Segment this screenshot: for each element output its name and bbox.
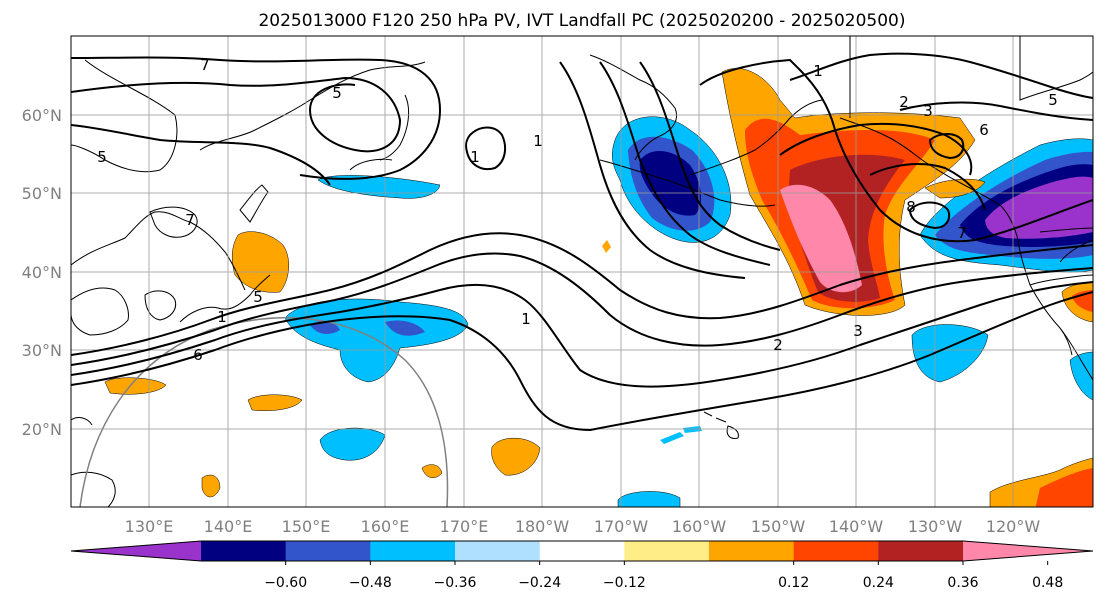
colorbar-swatch: [370, 541, 456, 561]
contour-label: 7: [200, 56, 210, 74]
colorbar-swatch: [455, 541, 541, 561]
lat-tick-label: 60°N: [22, 106, 62, 125]
lon-tick-label: 120°W: [986, 517, 1041, 536]
lon-tick-label: 180°W: [515, 517, 570, 536]
lat-tick-label: 40°N: [22, 263, 62, 282]
colorbar-tick-label: 0.48: [1032, 575, 1063, 591]
colorbar-tick-label: −0.12: [603, 575, 646, 591]
lon-tick-label: 150°W: [751, 517, 806, 536]
colorbar-swatch: [201, 541, 287, 561]
colorbar-tick-label: −0.36: [434, 575, 477, 591]
lon-tick-label: 130°W: [908, 517, 963, 536]
contour-label: 6: [979, 121, 989, 139]
positive-anomaly-orange-15n: [491, 437, 541, 476]
positive-anomaly-red-se: [1035, 468, 1093, 507]
colorbar-tick-label: −0.24: [518, 575, 561, 591]
colorbar-extend-low: [71, 541, 201, 561]
lon-tick-label: 160°W: [672, 517, 727, 536]
positive-anomaly-pink: [780, 184, 862, 293]
contour-label: 5: [97, 148, 107, 166]
lon-tick-label: 140°W: [829, 517, 884, 536]
lat-tick-label: 30°N: [22, 341, 62, 360]
lon-tick-label: 140°E: [204, 517, 253, 536]
contour-label: 5: [253, 288, 263, 306]
colorbar-swatch: [624, 541, 710, 561]
contour-label: 7: [957, 224, 967, 242]
colorbar-swatch: [539, 541, 625, 561]
contour-label: 1: [217, 308, 227, 326]
lat-tick-label: 20°N: [22, 420, 62, 439]
colorbar-swatch: [709, 541, 795, 561]
contour-label: 7: [185, 211, 195, 229]
negative-anomaly-cyan-20n: [319, 427, 386, 461]
colorbar-outline: [70, 540, 1094, 562]
colorbar-tick-label: 0.24: [863, 575, 894, 591]
negative-anomaly-cyan-10n: [617, 491, 681, 507]
colorbar-extend-high: [963, 541, 1093, 561]
lon-tick-label: 170°E: [440, 517, 489, 536]
colorbar-swatch: [285, 541, 371, 561]
contour-label: 1: [521, 310, 531, 328]
negative-anomaly-cyan-30n-east: [1069, 351, 1093, 401]
colorbar-swatch: [878, 541, 964, 561]
positive-anomaly-orange-10n: [201, 464, 443, 498]
negative-anomaly-blue-30n: [310, 320, 425, 336]
contour-label: 6: [193, 346, 203, 364]
contour-label: 3: [923, 102, 933, 120]
colorbar-tick-label: −0.48: [349, 575, 392, 591]
colorbar-tick-label: −0.60: [264, 575, 307, 591]
positive-anomaly-orange-40n-140e: [231, 231, 289, 293]
contour-label: 2: [773, 336, 783, 354]
lon-tick-label: 130°E: [125, 517, 174, 536]
contour-label: 3: [853, 322, 863, 340]
contour-label: 5: [1048, 91, 1058, 109]
map-title: 2025013000 F120 250 hPa PV, IVT Landfall…: [258, 11, 905, 31]
contour-label: 2: [899, 93, 909, 111]
colorbar-tick-label: 0.36: [947, 575, 978, 591]
colorbar-swatch: [793, 541, 879, 561]
lat-tick-label: 50°N: [22, 184, 62, 203]
lon-tick-label: 160°E: [361, 517, 410, 536]
positive-anomaly-orange-20n: [247, 394, 303, 411]
negative-anomaly-cyan-hawaii: [660, 426, 702, 444]
negative-anomaly-navy-160w: [639, 150, 702, 216]
contour-label: 1: [533, 132, 543, 150]
latitude-labels: 60°N 50°N 40°N 30°N 20°N: [22, 106, 62, 439]
contour-label: 5: [332, 84, 342, 102]
colorbar: −0.60 −0.48 −0.36 −0.24 −0.12 0.12 0.24 0.36 0.4…: [70, 540, 1094, 591]
longitude-labels: 130°E 140°E 150°E 160°E 170°E 180°W 170°…: [125, 517, 1041, 536]
contour-labels: 7 5 5 7 5 1 6 1 1 2 3 6 8 7 5 1 2 3 1: [97, 56, 1058, 364]
contour-label: 1: [470, 148, 480, 166]
map-frame: [70, 35, 1094, 508]
contour-label: 1: [813, 62, 823, 80]
lon-tick-label: 150°E: [282, 517, 331, 536]
positive-anomaly-orange-40n-170w: [602, 240, 611, 253]
shading-layer: [104, 68, 1093, 507]
contour-label: 8: [906, 198, 916, 216]
colorbar-tick-label: 0.12: [778, 575, 809, 591]
lon-tick-label: 170°W: [594, 517, 649, 536]
pv-contours: [71, 52, 1093, 432]
